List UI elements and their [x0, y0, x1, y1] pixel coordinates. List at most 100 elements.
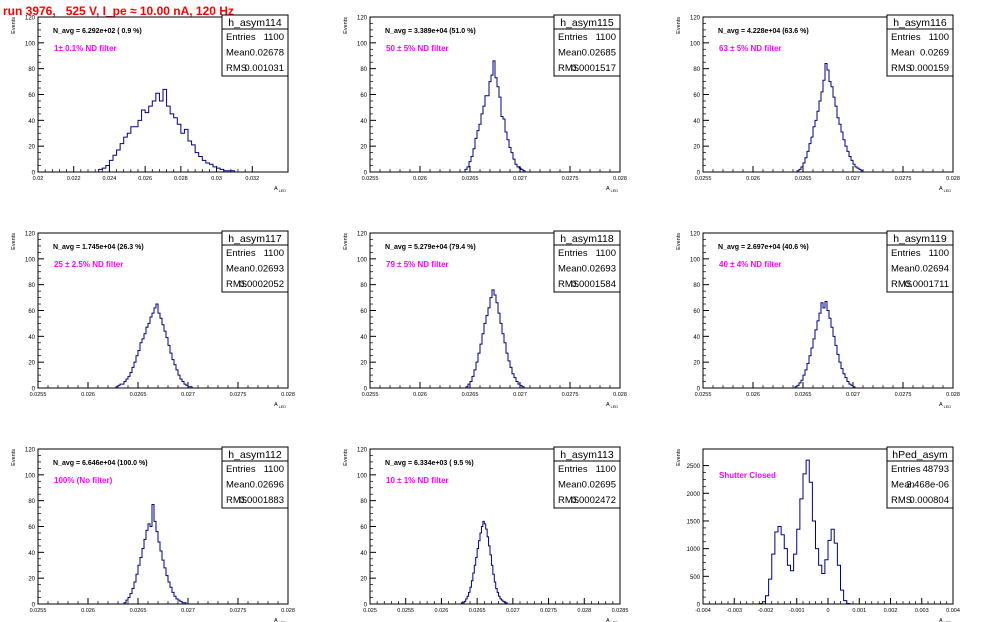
x-tick-label: 0.027: [181, 392, 195, 398]
histogram-name: h_asym119: [893, 233, 947, 245]
y-tick-label: 100: [690, 41, 701, 47]
stats-value: 1100: [264, 248, 284, 259]
x-tick-label: 0.0265: [795, 392, 812, 398]
y-tick-label: 80: [28, 283, 35, 289]
x-tick-label: 0.026: [138, 176, 152, 182]
histogram-panel-h_asym115: 0 20 40 60 80 100 120 0.0255 0.026 0.0265 0.027 0.0…: [343, 14, 627, 193]
stats-value: 0.0269: [920, 48, 949, 59]
y-tick-label: 120: [25, 16, 36, 22]
stats-box: [221, 460, 289, 509]
stats-value: 0.000159: [909, 63, 949, 74]
stats-value: 2.468e-06: [906, 480, 949, 491]
stats-label: Mean: [558, 48, 582, 59]
histogram-name: h_asym113: [560, 449, 614, 461]
x-axis-title: ALED: [939, 402, 951, 409]
histogram-panel-h_asym118: 0 20 40 60 80 100 120 0.0255 0.026 0.0265 0.027 0.0…: [343, 230, 627, 409]
stats-value: 0.0001517: [571, 63, 616, 74]
y-axis-title: Events: [676, 449, 682, 466]
x-axis-title: ALED: [939, 618, 951, 622]
filter-label: 63 ± 5% ND filter: [719, 44, 782, 53]
histogram-name: hPed_asym: [892, 449, 948, 461]
stats-value: 1100: [596, 248, 616, 259]
y-tick-label: 120: [690, 16, 701, 22]
stats-label: RMS: [891, 63, 912, 74]
x-tick-label: 0.026: [81, 392, 95, 398]
histogram-name: h_asym118: [560, 233, 614, 245]
x-axis-title: ALED: [274, 402, 286, 409]
x-tick-label: 0.0285: [612, 608, 629, 614]
x-tick-label: 0.028: [613, 176, 627, 182]
y-tick-label: 100: [690, 257, 701, 263]
histogram-line: [758, 459, 851, 604]
y-tick-label: 100: [357, 257, 368, 263]
x-tick-label: 0.026: [746, 176, 760, 182]
x-tick-label: 0.0255: [30, 392, 47, 398]
stats-label: Entries: [558, 248, 588, 259]
y-axis-title: Events: [676, 233, 682, 250]
y-tick-label: 0: [364, 603, 368, 609]
stats-label: Entries: [226, 464, 256, 475]
x-axis-title-subscript: LED: [611, 189, 619, 193]
x-tick-label: 0.026: [746, 392, 760, 398]
navg-label: N_avg = 3.389e+04 (51.0 %): [385, 28, 476, 35]
y-tick-label: 120: [357, 448, 368, 454]
y-tick-label: 0: [32, 387, 36, 393]
stats-value: 1100: [264, 464, 284, 475]
x-tick-label: -0.003: [726, 608, 742, 614]
stats-box: [553, 460, 621, 509]
histogram-name: h_asym115: [560, 17, 614, 29]
y-tick-label: 80: [693, 67, 700, 73]
stats-value: 0.000804: [909, 495, 949, 506]
x-axis-title-subscript: LED: [944, 189, 952, 193]
x-tick-label: 0.028: [946, 176, 960, 182]
y-tick-label: 40: [693, 335, 700, 341]
y-axis-title: Events: [343, 449, 349, 466]
stats-label: Entries: [891, 464, 921, 475]
y-tick-label: 120: [25, 448, 36, 454]
x-tick-label: 0.026: [413, 176, 427, 182]
histogram-panel-h_asym114: 0 20 40 60 80 100 120 0.02 0.022 0.024 0.026 0.028 0…: [11, 14, 289, 193]
x-tick-label: 0.028: [281, 608, 295, 614]
y-tick-label: 80: [360, 67, 367, 73]
stats-label: RMS: [891, 279, 912, 290]
navg-label: N_avg = 1.745e+04 (26.3 %): [53, 244, 144, 251]
x-axis-title-subscript: LED: [279, 189, 287, 193]
x-tick-label: 0.0275: [895, 392, 912, 398]
y-tick-label: 120: [357, 16, 368, 22]
x-tick-label: 0.0265: [462, 176, 479, 182]
stats-label: RMS: [558, 279, 579, 290]
x-tick-label: 0.004: [946, 608, 960, 614]
x-tick-label: 0.027: [846, 392, 860, 398]
y-tick-label: 100: [25, 41, 36, 47]
stats-value: 0.02693: [582, 264, 616, 275]
y-tick-label: 40: [28, 335, 35, 341]
y-tick-label: 80: [693, 283, 700, 289]
filter-label: 79 ± 5% ND filter: [386, 260, 449, 269]
x-axis-title-subscript: LED: [279, 405, 287, 409]
x-tick-label: 0.0255: [695, 176, 712, 182]
y-tick-label: 100: [357, 473, 368, 479]
y-tick-label: 2500: [687, 464, 701, 470]
x-tick-label: 0.0255: [695, 392, 712, 398]
x-tick-label: 0.0265: [462, 392, 479, 398]
y-axis-title: Events: [11, 17, 17, 34]
y-tick-label: 20: [28, 577, 35, 583]
y-tick-label: 0: [32, 171, 36, 177]
stats-label: RMS: [891, 495, 912, 506]
x-tick-label: 0.027: [513, 392, 527, 398]
stats-value: 0.02693: [250, 264, 284, 275]
x-axis-title: ALED: [606, 402, 618, 409]
x-tick-label: 0.0255: [362, 392, 379, 398]
x-axis-title-subscript: LED: [611, 405, 619, 409]
stats-box: [886, 28, 954, 77]
histogram-line: [460, 520, 508, 604]
x-tick-label: 0.026: [81, 608, 95, 614]
stats-label: RMS: [558, 63, 579, 74]
stats-label: Entries: [226, 248, 256, 259]
x-tick-label: 0.03: [211, 176, 222, 182]
y-tick-label: 2000: [687, 492, 701, 498]
x-tick-label: 0.002: [884, 608, 898, 614]
x-tick-label: 0.026: [435, 608, 449, 614]
stats-label: Entries: [891, 32, 921, 43]
